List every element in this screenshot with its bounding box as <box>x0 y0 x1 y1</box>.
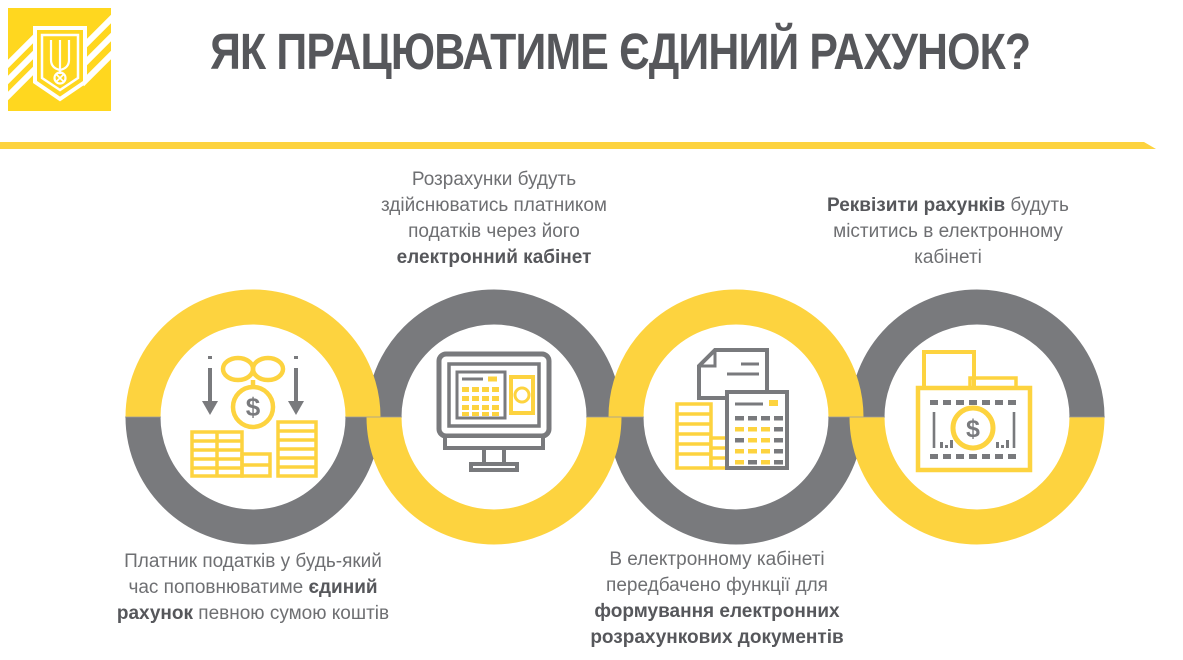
step-2-caption: Розрахунки будуть здійснюватись платником… <box>329 167 659 271</box>
monitor-calculator-money-icon <box>436 351 552 472</box>
folder-dollar-coin-icon: $ <box>915 350 1033 473</box>
ring-3-top <box>608 289 864 418</box>
caption-line: Розрахунки будуть <box>411 169 577 190</box>
mini-bars <box>940 440 1009 448</box>
caption-line: час поповнюватиме єдиний <box>128 577 378 598</box>
ring-gray-halves <box>125 289 1105 545</box>
svg-text:$: $ <box>966 415 980 443</box>
step-1-caption: Платник податків у будь-який час поповнюв… <box>88 549 418 627</box>
ring-4-top <box>849 289 1105 418</box>
coins-deposit-arrows-icon: $ <box>190 355 318 478</box>
caption-line: кабінеті <box>914 247 982 268</box>
caption-line: Реквізити рахунків будуть <box>827 195 1069 216</box>
step-3-caption: В електронному кабінеті передбачено функц… <box>552 547 882 651</box>
banknote-glyph <box>509 375 535 415</box>
logo <box>8 8 111 111</box>
ring-3-bottom <box>608 416 864 545</box>
folder-dashed-rows <box>930 400 1016 459</box>
folder-vertical-guides <box>932 412 1016 448</box>
caption-line: міститись в електронному <box>833 221 1063 242</box>
calculator-buttons <box>735 416 783 465</box>
caption-line: здійснюватись платником <box>381 195 607 216</box>
ring-1-top <box>125 289 381 418</box>
caption-line: передбачено функції для <box>606 575 828 596</box>
calculator-key-grid <box>462 387 499 416</box>
caption-line: формування електронних <box>594 601 840 622</box>
header-divider-line <box>0 142 1156 149</box>
ring-1-bottom <box>125 416 381 545</box>
page-title: ЯК ПРАЦЮВАТИМЕ ЄДИНИЙ РАХУНОК? <box>209 23 1031 80</box>
trident-shield-icon <box>33 26 87 102</box>
caption-line: розрахункових документів <box>590 627 844 648</box>
step-4-caption: Реквізити рахунків будуть міститись в еле… <box>783 193 1113 271</box>
caption-line: Платник податків у будь-який <box>124 551 382 572</box>
ring-2-bottom <box>366 416 622 545</box>
caption-line: податків через його <box>408 221 580 242</box>
ring-4-bottom <box>849 416 1105 545</box>
svg-text:$: $ <box>246 392 261 422</box>
document-calculator-coins-icon <box>675 348 789 470</box>
ring-yellow-halves <box>125 289 1105 545</box>
ring-2-top <box>366 289 622 418</box>
caption-line: електронний кабінет <box>396 247 592 268</box>
caption-line: В електронному кабінеті <box>609 549 825 570</box>
caption-line: рахунок певною сумою коштів <box>116 603 390 624</box>
